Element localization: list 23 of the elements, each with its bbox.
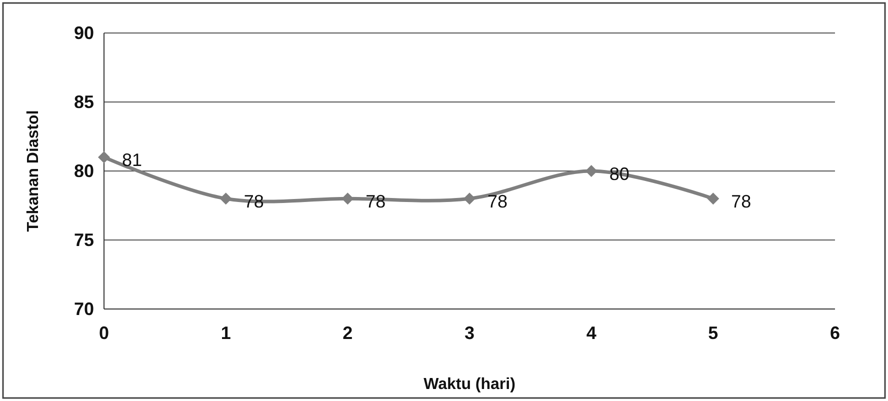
x-tick-label: 2 [342, 323, 353, 343]
x-tick-label: 1 [220, 323, 231, 343]
point [98, 151, 110, 164]
x-tick-label: 5 [708, 323, 718, 343]
point [707, 192, 720, 205]
y-tick-label: 90 [74, 23, 94, 43]
point [464, 192, 476, 205]
x-tick-label: 3 [464, 323, 475, 343]
y-tick-label: 85 [74, 92, 94, 112]
y-tick-label: 80 [74, 161, 94, 181]
y-axis-title: Tekanan Diastol [25, 110, 42, 232]
y-tick-label: 75 [74, 230, 94, 250]
x-axis-title: Waktu (hari) [424, 376, 516, 393]
data-label: 78 [487, 192, 508, 212]
data-label: 81 [122, 150, 142, 170]
y-tick-label: 70 [74, 299, 94, 319]
point [220, 192, 232, 205]
x-tick-label: 4 [586, 323, 596, 343]
x-tick-label: 6 [830, 323, 840, 343]
data-label: 78 [244, 192, 264, 212]
x-tick-label: 0 [98, 323, 110, 343]
data-label: 78 [366, 192, 386, 212]
data-label: 78 [731, 192, 752, 212]
